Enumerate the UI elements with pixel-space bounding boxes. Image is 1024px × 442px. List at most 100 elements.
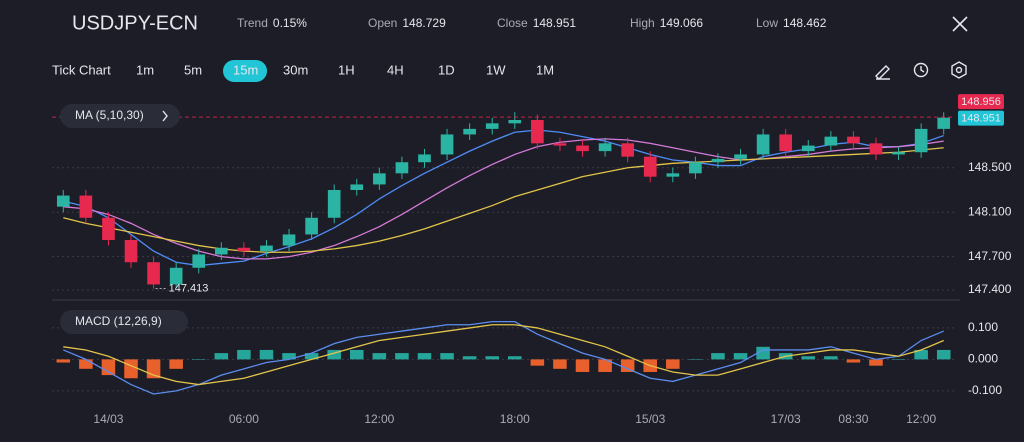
timer-tool[interactable]: [913, 62, 929, 78]
ma-line: [63, 129, 944, 267]
y-tick-label: 0.100: [968, 320, 998, 334]
timeframe-label: 1m: [136, 62, 154, 77]
y-tick-label: 0.000: [968, 352, 998, 366]
timeframe-tab[interactable]: 4H: [387, 62, 404, 77]
ma-label: MA (5,10,30): [75, 108, 144, 122]
candle-body: [689, 162, 702, 174]
price-tag-bg: [958, 110, 1004, 126]
macd-bar: [688, 359, 703, 360]
macd-bar: [79, 359, 93, 369]
macd-line: [63, 320, 944, 395]
x-tick-label: 15/03: [635, 412, 665, 426]
timeframe-tab[interactable]: Tick Chart: [52, 62, 111, 77]
macd-bar: [304, 353, 319, 360]
timeframe-label: 1H: [338, 62, 355, 77]
timeframes: Tick Chart 1m 5m 15m 30m 1H 4H 1D 1W 1M: [52, 60, 554, 82]
low-marker-label: 147.413: [169, 282, 209, 294]
settings-icon: [951, 61, 967, 79]
timeframe-tab[interactable]: 30m: [283, 62, 308, 77]
stat: High 149.066: [630, 16, 703, 30]
candle-body: [508, 120, 522, 124]
candle-body: [937, 117, 951, 129]
draw-tool[interactable]: [875, 65, 890, 80]
active-tab-bg: [223, 60, 267, 82]
macd-bar: [936, 349, 951, 360]
candle-body: [801, 145, 815, 152]
macd-bar: [349, 349, 364, 360]
settings[interactable]: [951, 61, 967, 79]
timeframe-label: 15m: [233, 62, 258, 77]
stat-value: 148.462: [783, 16, 827, 30]
macd-bar: [124, 359, 138, 379]
macd-bar: [891, 359, 906, 360]
candle-body: [666, 173, 680, 177]
price-tag: 148.956: [961, 96, 1001, 108]
macd-bar: [462, 356, 477, 360]
macd-bar: [237, 349, 251, 360]
close-button[interactable]: [952, 16, 968, 32]
ma-pill[interactable]: MA (5,10,30): [60, 104, 180, 128]
macd-bar: [824, 356, 838, 360]
candle-body: [576, 145, 589, 152]
timeframe-tab[interactable]: 1D: [438, 62, 455, 77]
macd-bar: [620, 359, 635, 372]
candle-body: [847, 136, 860, 144]
candle-body: [711, 158, 725, 163]
candle-body: [914, 128, 928, 153]
macd-label: MACD (12,26,9): [75, 314, 162, 328]
stat-label: Low: [756, 16, 778, 30]
candle-body: [214, 247, 228, 255]
stat-label: Close: [497, 16, 528, 30]
timeframe-label: 1D: [438, 62, 455, 77]
macd-bar: [259, 349, 274, 360]
candle-body: [102, 217, 115, 240]
candle-body: [463, 128, 476, 135]
candle-body: [621, 143, 634, 157]
timeframe-tab[interactable]: 15m: [223, 60, 267, 82]
ma-line: [63, 138, 944, 260]
timeframe-tab[interactable]: 1H: [338, 62, 355, 77]
candle-body: [395, 162, 409, 174]
macd-bar: [914, 349, 928, 360]
stat: Close 148.951: [497, 16, 576, 30]
macd-bar: [395, 353, 409, 360]
symbol: USDJPY-ECN: [72, 12, 198, 34]
macd-bar: [530, 359, 545, 366]
timeframe-label: 30m: [283, 62, 308, 77]
macd-pill[interactable]: MACD (12,26,9): [60, 310, 188, 334]
y-tick-label: 148.500: [968, 160, 1012, 174]
stat-value: 148.951: [533, 16, 577, 30]
timeframe-tab[interactable]: 1W: [486, 62, 506, 77]
stat-value: 0.15%: [273, 16, 307, 30]
stat-value: 149.066: [660, 16, 704, 30]
stat: Low 148.462: [756, 16, 827, 30]
timeframe-tab[interactable]: 5m: [184, 62, 202, 77]
pencil-icon: [875, 65, 890, 80]
macd-bar: [214, 353, 229, 360]
macd-bar: [101, 359, 116, 376]
close-icon: [952, 16, 968, 32]
candle-body: [373, 173, 386, 185]
stat: Open 148.729: [368, 16, 446, 30]
price-tag-bg: [958, 94, 1004, 110]
timeframe-label: Tick Chart: [52, 62, 111, 77]
timeframe-label: 5m: [184, 62, 202, 77]
candle-body: [169, 267, 183, 285]
timeframe-tab[interactable]: 1M: [536, 62, 554, 77]
price-tag: 148.951: [961, 113, 1001, 125]
candle-body: [79, 195, 93, 218]
candle-body: [485, 123, 499, 129]
timeframe-tab[interactable]: 1m: [136, 62, 154, 77]
candle-body: [824, 136, 838, 146]
x-tick-label: 14/03: [93, 412, 123, 426]
macd-bar: [56, 359, 71, 363]
macd-bar: [801, 356, 816, 360]
y-tick-label: -0.100: [968, 383, 1002, 397]
macd-bar: [733, 353, 748, 360]
macd-bar: [191, 359, 206, 360]
candle-body: [869, 143, 883, 155]
macd-bar: [440, 353, 454, 360]
stat-label: Trend: [237, 16, 268, 30]
